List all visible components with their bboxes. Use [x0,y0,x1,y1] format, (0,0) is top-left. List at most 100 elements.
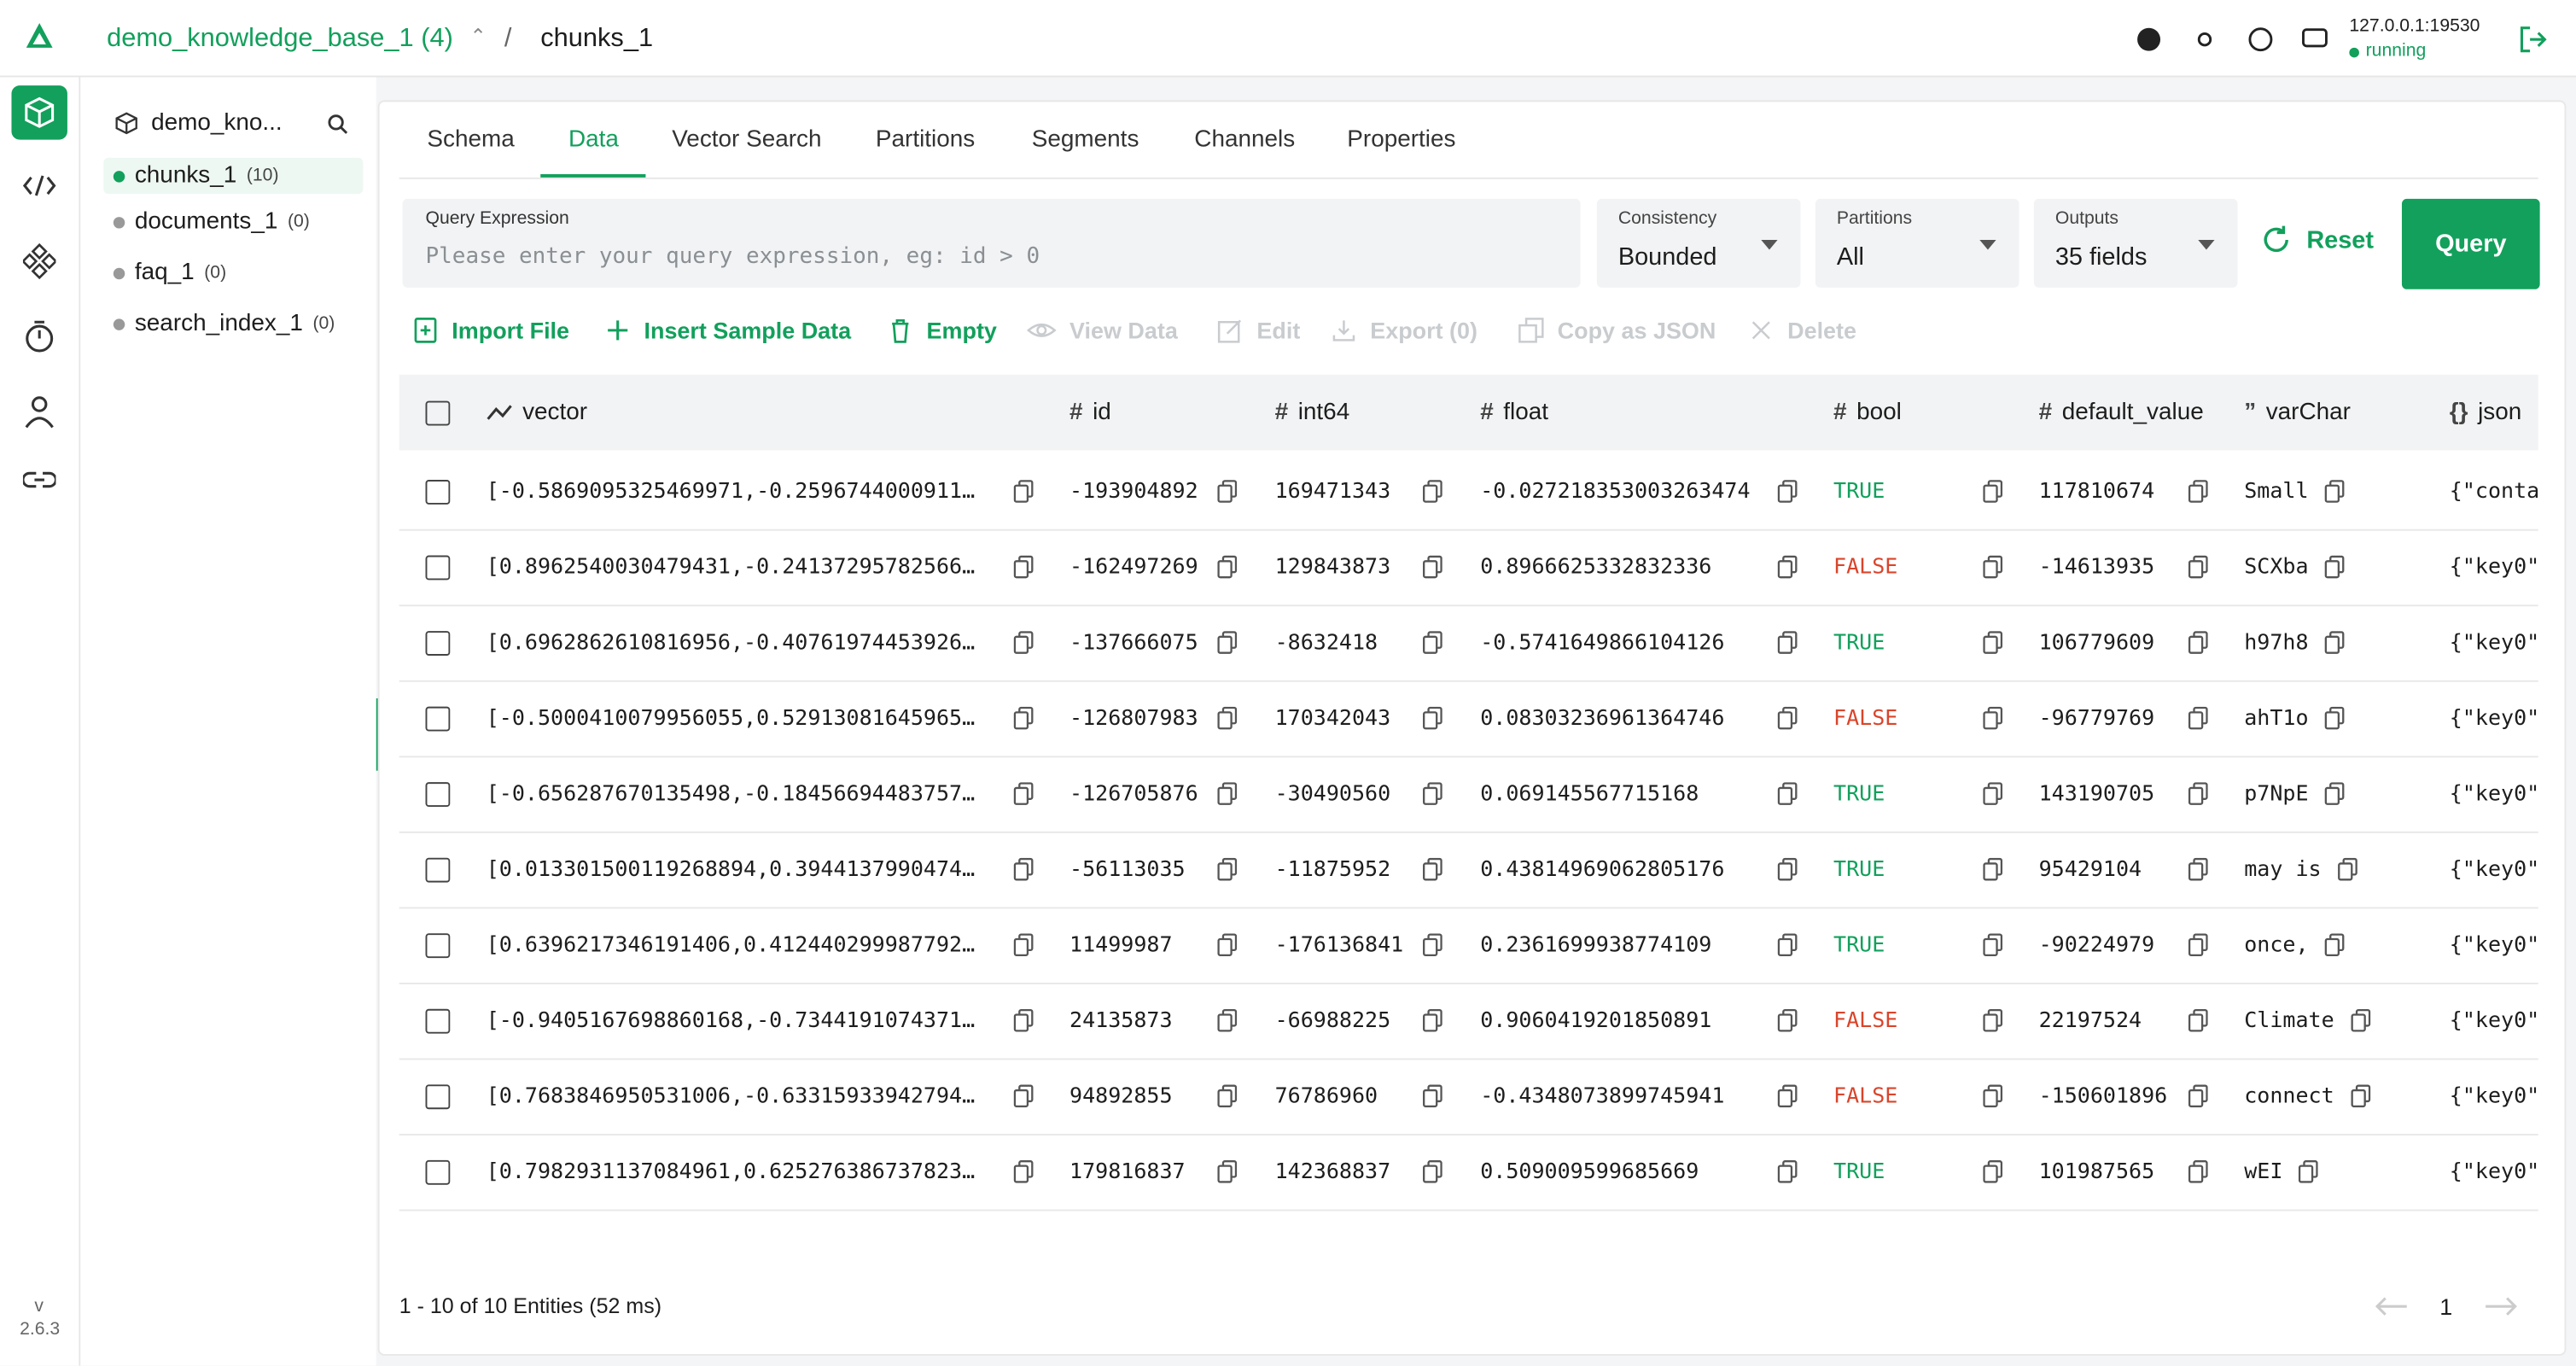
row-checkbox[interactable] [425,983,451,1059]
copy-button[interactable] [1423,1008,1442,1032]
copy-button[interactable] [2188,480,2208,503]
copy-button[interactable] [1013,782,1034,805]
tree-item[interactable]: search_index_1 (0) [113,311,335,337]
current-page[interactable]: 1 [2439,1293,2453,1320]
copy-button[interactable] [1983,706,2003,730]
copy-button[interactable] [2324,706,2345,730]
resize-handle[interactable] [376,698,378,771]
copy-button[interactable] [1013,480,1034,503]
copy-button[interactable] [2188,1160,2208,1183]
copy-button[interactable] [2324,631,2345,654]
select[interactable]: Consistency Bounded [1596,198,1801,288]
tree-item[interactable]: documents_1 (0) [113,208,310,235]
copy-button[interactable] [1423,706,1442,730]
query-button[interactable]: Query [2401,198,2540,289]
column-header[interactable]: # id [1069,375,1256,451]
copy-button[interactable] [1777,1084,1798,1108]
column-header[interactable]: # bool [1833,375,2020,451]
copy-button[interactable] [1423,782,1442,805]
tab[interactable]: Channels [1194,126,1296,154]
copy-button[interactable] [1423,1160,1442,1183]
copy-button[interactable] [1423,933,1442,957]
query-input[interactable]: Query Expression Please enter your query… [402,198,1581,288]
logout-icon[interactable] [2519,25,2549,55]
copy-button[interactable] [1217,857,1238,881]
copy-button[interactable] [1217,631,1238,654]
copy-button[interactable] [1013,555,1034,579]
column-header[interactable]: # float [1480,375,1815,451]
copy-button[interactable] [1217,1084,1238,1108]
copy-button[interactable] [1983,1008,2003,1032]
copy-button[interactable] [1217,782,1238,805]
tab[interactable]: Partitions [875,126,976,154]
copy-button[interactable] [2188,933,2208,957]
github-icon[interactable] [2137,27,2161,51]
chat-icon[interactable] [2302,28,2328,48]
language-icon[interactable] [2248,27,2273,52]
switch-icon[interactable]: ⌃ [469,24,487,48]
copy-button[interactable] [1013,631,1034,654]
copy-button[interactable] [1777,631,1798,654]
column-header[interactable]: vector [487,375,1052,451]
copy-button[interactable] [2324,480,2345,503]
nav-data-active[interactable] [11,85,67,140]
copy-button[interactable] [1013,1160,1034,1183]
copy-button[interactable] [2188,1008,2208,1032]
row-checkbox[interactable] [425,1059,451,1135]
copy-button[interactable] [1777,782,1798,805]
tab[interactable]: Properties [1347,126,1456,154]
select[interactable]: Outputs 35 fields [2033,198,2238,288]
copy-button[interactable] [1423,555,1442,579]
column-header[interactable]: {} json [2450,375,2547,451]
copy-button[interactable] [1423,480,1442,503]
copy-button[interactable] [2188,555,2208,579]
tab[interactable]: Segments [1031,126,1139,154]
select[interactable]: Partitions All [1815,198,2019,288]
column-header[interactable]: # int64 [1275,375,1462,451]
copy-button[interactable] [1423,631,1442,654]
row-checkbox[interactable] [425,832,451,908]
copy-button[interactable] [2324,782,2345,805]
copy-button[interactable] [1777,933,1798,957]
copy-button[interactable] [1423,857,1442,881]
copy-button[interactable] [2324,555,2345,579]
copy-button[interactable] [2324,933,2345,957]
copy-button[interactable] [2188,1084,2208,1108]
copy-button[interactable] [1013,1008,1034,1032]
copy-button[interactable] [1983,933,2003,957]
column-header[interactable]: # default_value [2039,375,2226,451]
tree-database[interactable]: demo_kno... [151,109,283,137]
copy-button[interactable] [2188,857,2208,881]
nav-timer[interactable] [26,324,54,353]
copy-button[interactable] [1777,706,1798,730]
copy-button[interactable] [1777,555,1798,579]
tab[interactable]: Schema [427,126,515,154]
nav-system[interactable] [22,242,56,280]
copy-button[interactable] [1217,933,1238,957]
copy-button[interactable] [1013,933,1034,957]
tab[interactable]: Vector Search [672,126,822,154]
copy-button[interactable] [1217,1008,1238,1032]
copy-button[interactable] [2338,857,2357,881]
search-icon[interactable] [327,114,348,135]
theme-icon[interactable] [2197,32,2212,47]
copy-button[interactable] [1777,857,1798,881]
reset-button[interactable]: Reset [2260,224,2374,256]
copy-button[interactable] [1013,1084,1034,1108]
copy-button[interactable] [1983,631,2003,654]
copy-button[interactable] [1983,480,2003,503]
copy-button[interactable] [1423,1084,1442,1108]
row-checkbox[interactable] [425,756,451,832]
copy-button[interactable] [2351,1084,2370,1108]
row-checkbox[interactable] [425,453,451,529]
copy-button[interactable] [1013,706,1034,730]
copy-button[interactable] [1983,1160,2003,1183]
tree-item[interactable]: chunks_1 (10) [103,157,364,195]
toolbar-button[interactable]: Insert Sample Data [604,317,851,343]
copy-button[interactable] [1983,782,2003,805]
toolbar-button[interactable]: Empty [887,317,997,343]
toolbar-button[interactable]: Import File [412,317,569,343]
nav-code[interactable] [22,175,56,196]
copy-button[interactable] [1983,857,2003,881]
prev-page[interactable] [2374,1295,2410,1318]
